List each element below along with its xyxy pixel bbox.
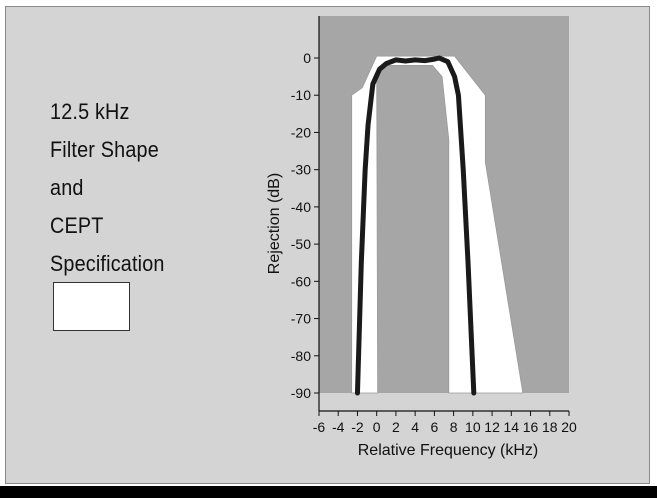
x-tick-label: 16: [523, 419, 539, 435]
x-tick-label: 6: [430, 419, 438, 435]
x-tick-label: 18: [542, 419, 558, 435]
title-line-4: CEPT: [50, 213, 104, 238]
y-tick-label: -30: [291, 162, 311, 178]
x-tick-label: -4: [332, 419, 345, 435]
title-line-3: and: [50, 175, 84, 200]
y-axis-label: Rejection (dB): [266, 173, 283, 274]
x-tick-label: 8: [450, 419, 458, 435]
y-tick-label: -40: [291, 199, 311, 215]
x-tick-label: -2: [351, 419, 364, 435]
y-tick-label: -80: [291, 348, 311, 364]
x-tick-label: 10: [465, 419, 481, 435]
legend-swatch: [53, 282, 130, 331]
y-tick-label: -60: [291, 273, 311, 289]
x-tick-label: 4: [411, 419, 419, 435]
y-axis-ticks: 0 -10 -20 -30 -40 -50 -60 -70 -80 -90: [291, 50, 319, 401]
filter-shape-curve: [354, 55, 477, 396]
title-line-5: Specification: [50, 251, 165, 276]
y-tick-label: -70: [291, 311, 311, 327]
title-line-2: Filter Shape: [50, 137, 159, 162]
bottom-bar: [0, 486, 657, 498]
x-tick-label: 2: [392, 419, 400, 435]
y-tick-label: -90: [291, 385, 311, 401]
y-tick-label: -10: [291, 87, 311, 103]
x-tick-label: 0: [373, 419, 381, 435]
y-tick-label: -20: [291, 124, 311, 140]
x-tick-label: 14: [504, 419, 520, 435]
x-axis-ticks: -6 -4 -2 0 2 4 6 8 10 12 14 16 18 20: [313, 411, 577, 435]
y-tick-label: -50: [291, 236, 311, 252]
x-tick-label: -6: [313, 419, 326, 435]
x-tick-label: 12: [484, 419, 500, 435]
title-line-1: 12.5 kHz: [50, 99, 130, 124]
y-tick-label: 0: [303, 50, 311, 66]
x-tick-label: 20: [561, 419, 577, 435]
figure-title: 12.5 kHz Filter Shape and CEPT Specifica…: [50, 93, 250, 283]
x-axis-label: Relative Frequency (kHz): [358, 442, 539, 459]
